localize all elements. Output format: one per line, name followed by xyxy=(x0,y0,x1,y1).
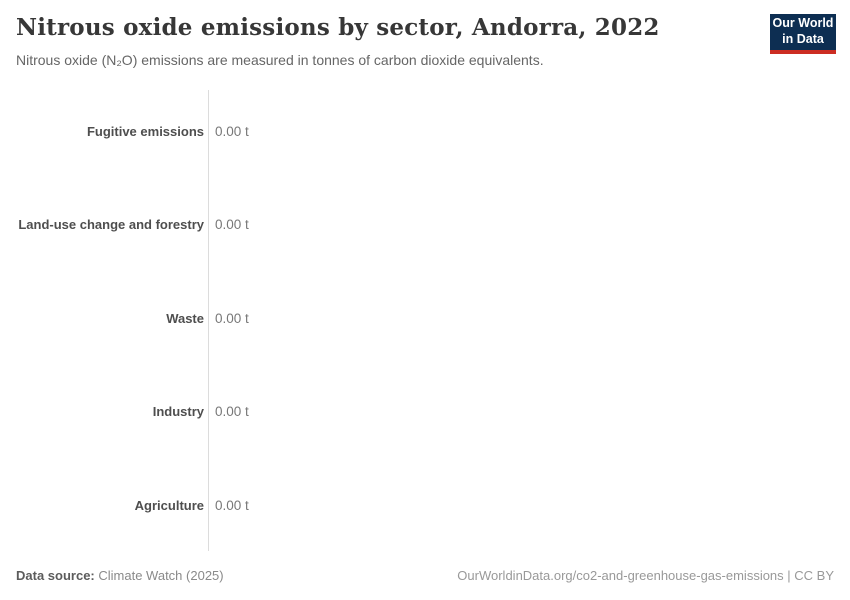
footer-datasource: Data source: Climate Watch (2025) xyxy=(16,568,224,583)
footer-credit-link[interactable]: OurWorldinData.org/co2-and-greenhouse-ga… xyxy=(457,568,834,583)
chart-row: Industry 0.00 t xyxy=(0,402,850,422)
value-label: 0.00 t xyxy=(215,123,249,139)
owid-logo[interactable]: Our World in Data xyxy=(770,14,836,54)
value-label: 0.00 t xyxy=(215,497,249,513)
category-label: Waste xyxy=(166,310,204,326)
category-label: Agriculture xyxy=(134,497,204,513)
datasource-link[interactable]: Climate Watch (2025) xyxy=(98,568,224,583)
value-label: 0.00 t xyxy=(215,404,249,419)
datasource-label: Data source: xyxy=(16,568,95,583)
y-axis-line xyxy=(208,90,209,551)
chart-row: Agriculture 0.00 t xyxy=(0,495,850,515)
value-label: 0.00 t xyxy=(215,310,249,326)
value-label: 0.00 t xyxy=(215,217,249,232)
category-label: Land-use change and forestry xyxy=(18,217,204,232)
owid-logo-line2: in Data xyxy=(782,32,824,46)
chart-subtitle: Nitrous oxide (N₂O) emissions are measur… xyxy=(16,52,544,68)
chart-row: Land-use change and forestry 0.00 t xyxy=(0,215,850,235)
chart-title: Nitrous oxide emissions by sector, Andor… xyxy=(16,14,660,41)
chart-row: Fugitive emissions 0.00 t xyxy=(0,121,850,141)
footer: Data source: Climate Watch (2025) OurWor… xyxy=(16,568,834,583)
owid-logo-line1: Our World xyxy=(772,16,834,31)
category-label: Fugitive emissions xyxy=(86,123,204,139)
category-label: Industry xyxy=(152,404,204,419)
chart-row: Waste 0.00 t xyxy=(0,308,850,328)
